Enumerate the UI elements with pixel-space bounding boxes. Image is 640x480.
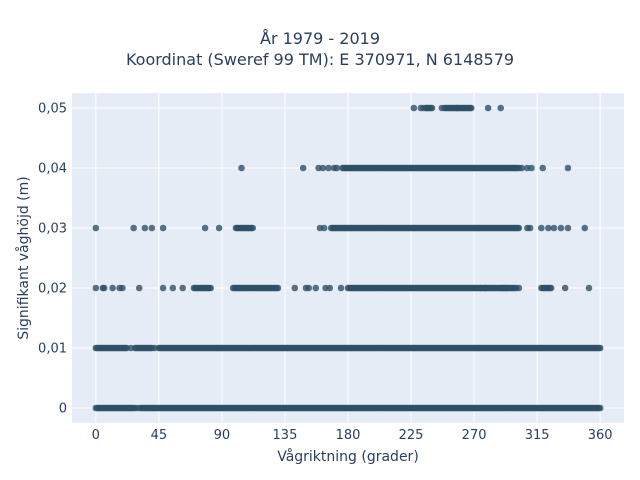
x-tick-label: 45 <box>151 428 168 443</box>
y-tick-label: 0 <box>59 402 67 417</box>
data-point <box>423 104 430 112</box>
data-point <box>238 164 245 172</box>
data-point <box>141 224 149 232</box>
data-point <box>428 104 436 112</box>
data-point <box>596 344 604 352</box>
data-point <box>545 224 552 232</box>
data-point <box>539 164 547 172</box>
data-point <box>100 284 108 292</box>
x-tick-label: 315 <box>525 428 550 443</box>
data-point <box>596 404 604 412</box>
data-point <box>526 224 534 232</box>
data-point <box>207 284 214 292</box>
x-tick-label: 180 <box>336 428 361 443</box>
data-point <box>484 104 492 112</box>
data-point <box>503 284 510 292</box>
data-point <box>325 164 332 172</box>
data-point <box>547 284 555 292</box>
data-point <box>319 164 327 172</box>
y-axis-label: Signifikant våghöjd (m) <box>15 176 32 339</box>
y-tick-label: 0,04 <box>38 162 67 177</box>
data-point <box>159 224 167 232</box>
data-point <box>482 284 489 292</box>
y-tick-label: 0,01 <box>38 342 67 357</box>
data-point <box>538 224 545 232</box>
data-point <box>333 164 341 172</box>
data-point <box>518 164 526 172</box>
x-tick-label: 360 <box>588 428 613 443</box>
x-axis-ticks: 0 45 90 135 180 225 270 315 360 <box>92 428 613 443</box>
data-point <box>564 224 572 232</box>
data-point <box>438 104 446 112</box>
data-point <box>561 284 569 292</box>
data-point <box>585 284 593 292</box>
data-point <box>159 284 167 292</box>
data-point <box>291 284 299 292</box>
data-point <box>515 224 523 232</box>
data-point <box>109 284 116 292</box>
data-point <box>92 224 100 232</box>
data-point <box>550 224 558 232</box>
x-tick-label: 135 <box>273 428 298 443</box>
chart-title-line1: År 1979 - 2019 <box>260 29 380 48</box>
x-axis-label: Vågriktning (grader) <box>277 448 419 465</box>
data-point <box>467 104 475 112</box>
x-tick-label: 225 <box>399 428 424 443</box>
data-point <box>497 104 505 112</box>
data-point <box>151 344 158 352</box>
x-tick-label: 90 <box>214 428 231 443</box>
data-point <box>130 224 137 232</box>
chart-title-line2: Koordinat (Sweref 99 TM): E 370971, N 61… <box>125 50 515 69</box>
data-point <box>557 224 565 232</box>
data-point <box>169 284 177 292</box>
data-point <box>134 404 142 412</box>
data-point <box>135 284 143 292</box>
data-point <box>249 224 257 232</box>
data-points <box>92 104 604 412</box>
data-point <box>119 284 126 292</box>
y-tick-label: 0,02 <box>38 282 67 297</box>
data-point <box>201 224 209 232</box>
y-axis-ticks: 0 0,01 0,02 0,03 0,04 0,05 <box>38 102 67 417</box>
data-point <box>515 284 523 292</box>
data-point <box>564 164 572 172</box>
data-point <box>299 164 307 172</box>
x-tick-label: 270 <box>462 428 487 443</box>
data-point <box>453 104 461 112</box>
data-point <box>274 284 282 292</box>
data-point <box>312 284 320 292</box>
x-tick-label: 0 <box>92 428 100 443</box>
data-point <box>179 284 186 292</box>
data-point <box>320 224 328 232</box>
data-point <box>326 284 334 292</box>
data-point <box>337 284 345 292</box>
data-point <box>148 224 156 232</box>
y-tick-label: 0,03 <box>38 222 67 237</box>
data-point <box>305 284 313 292</box>
data-point <box>581 224 589 232</box>
data-point <box>528 164 535 172</box>
data-point <box>92 284 100 292</box>
y-tick-label: 0,05 <box>38 102 67 117</box>
data-point <box>127 344 135 352</box>
data-point <box>215 224 223 232</box>
data-point <box>410 104 418 112</box>
